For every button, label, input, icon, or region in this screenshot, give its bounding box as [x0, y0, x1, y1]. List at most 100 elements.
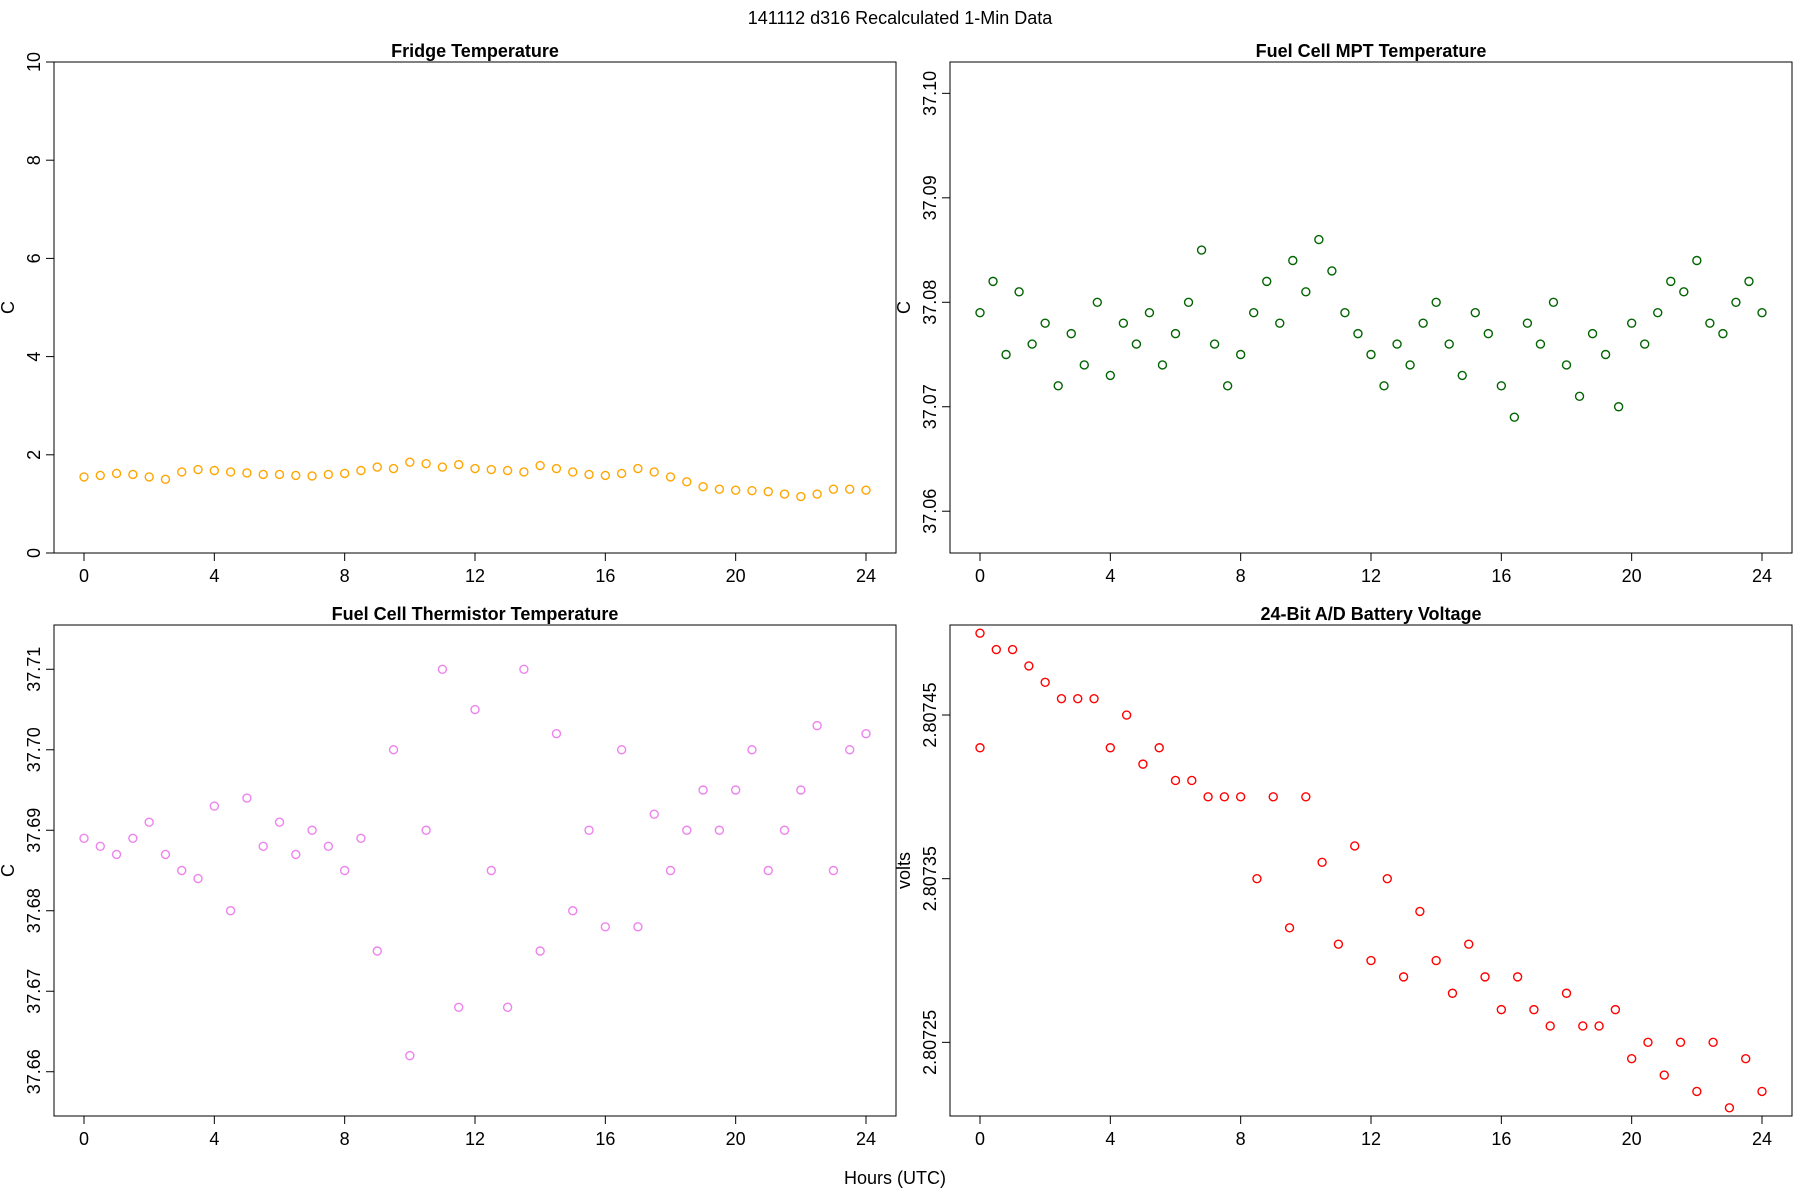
x-tick-label: 4	[209, 1129, 219, 1149]
data-point	[1317, 857, 1327, 868]
data-point	[405, 457, 415, 467]
y-tick-label: 37.69	[24, 808, 44, 853]
data-point	[372, 946, 382, 956]
x-tick-label: 16	[595, 1129, 615, 1149]
data-point	[1757, 308, 1767, 318]
data-point	[502, 465, 513, 476]
data-point	[812, 720, 822, 731]
data-point	[584, 469, 594, 480]
data-point	[291, 470, 301, 481]
data-point	[1203, 792, 1213, 802]
x-tick-label: 12	[465, 566, 485, 586]
x-tick-label: 20	[1622, 1129, 1642, 1149]
y-axis-label: C	[0, 864, 18, 877]
data-point	[1001, 349, 1011, 360]
x-tick-label: 0	[975, 566, 985, 586]
data-point	[1757, 1086, 1767, 1097]
x-tick-label: 24	[1752, 1129, 1772, 1149]
data-point	[975, 628, 985, 638]
data-point	[323, 841, 334, 852]
data-point	[1600, 349, 1611, 360]
data-point	[633, 463, 643, 474]
data-point	[1470, 308, 1480, 318]
data-point	[144, 472, 154, 482]
data-point	[796, 785, 806, 795]
y-tick-label: 2.80725	[920, 1010, 940, 1075]
x-tick-label: 20	[1622, 566, 1642, 586]
data-point	[209, 465, 220, 476]
data-point	[1639, 339, 1650, 349]
data-point	[1415, 906, 1425, 917]
data-point	[258, 469, 268, 480]
y-tick-label: 8	[24, 155, 44, 165]
data-point	[1235, 349, 1246, 360]
data-point	[242, 793, 252, 803]
data-point	[730, 485, 741, 495]
data-point	[519, 467, 529, 477]
data-point	[1053, 381, 1063, 391]
panel-title: Fridge Temperature	[391, 41, 559, 61]
data-point	[437, 462, 448, 472]
plot-frame	[53, 624, 897, 1117]
data-point	[747, 745, 757, 755]
data-point	[779, 825, 790, 835]
y-tick-label: 10	[24, 52, 44, 72]
data-point	[1252, 873, 1262, 884]
data-point	[225, 467, 236, 477]
panel-title: Fuel Cell Thermistor Temperature	[332, 604, 619, 624]
data-point	[1154, 743, 1164, 753]
data-point	[1561, 360, 1572, 370]
data-point	[193, 873, 203, 884]
y-tick-label: 37.08	[920, 280, 940, 325]
data-point	[1594, 1021, 1604, 1031]
data-point	[437, 664, 448, 674]
y-tick-label: 37.09	[920, 175, 940, 220]
data-point	[568, 467, 578, 477]
data-point	[649, 467, 659, 477]
y-axis-label: C	[0, 301, 18, 314]
data-point	[1610, 1004, 1621, 1015]
data-point	[421, 458, 431, 469]
data-point	[1457, 370, 1467, 381]
data-point	[405, 1050, 415, 1061]
data-point	[1522, 318, 1533, 328]
data-point	[1679, 287, 1689, 297]
data-point	[1157, 360, 1168, 370]
data-point	[845, 745, 855, 755]
x-tick-label: 8	[340, 566, 350, 586]
data-point	[568, 906, 578, 916]
data-point	[1545, 1021, 1555, 1031]
data-point	[225, 906, 236, 916]
data-point	[747, 485, 757, 496]
data-point	[714, 825, 725, 835]
data-point	[1014, 287, 1024, 297]
data-point	[600, 922, 611, 932]
x-tick-label: 8	[340, 1129, 350, 1149]
data-point	[1535, 339, 1546, 349]
data-point	[1275, 318, 1285, 328]
data-point	[1222, 381, 1233, 391]
data-point	[1398, 972, 1409, 982]
data-point	[1187, 775, 1197, 786]
data-point	[356, 833, 366, 844]
x-tick-label: 8	[1236, 566, 1246, 586]
data-point	[1235, 792, 1246, 802]
data-point	[470, 463, 480, 474]
data-point	[812, 489, 822, 499]
y-tick-label: 37.06	[920, 489, 940, 534]
data-point	[111, 849, 122, 860]
data-point	[1587, 328, 1598, 339]
data-point	[177, 865, 187, 876]
data-point	[1626, 1054, 1637, 1064]
data-point	[1613, 402, 1624, 412]
data-point	[177, 467, 187, 477]
data-point	[128, 833, 138, 844]
plot-frame	[949, 624, 1793, 1117]
data-point	[551, 728, 562, 739]
data-point	[307, 825, 317, 835]
x-tick-label: 24	[856, 566, 876, 586]
data-point	[730, 785, 741, 795]
data-point	[274, 469, 285, 480]
y-tick-label: 2	[24, 450, 44, 460]
